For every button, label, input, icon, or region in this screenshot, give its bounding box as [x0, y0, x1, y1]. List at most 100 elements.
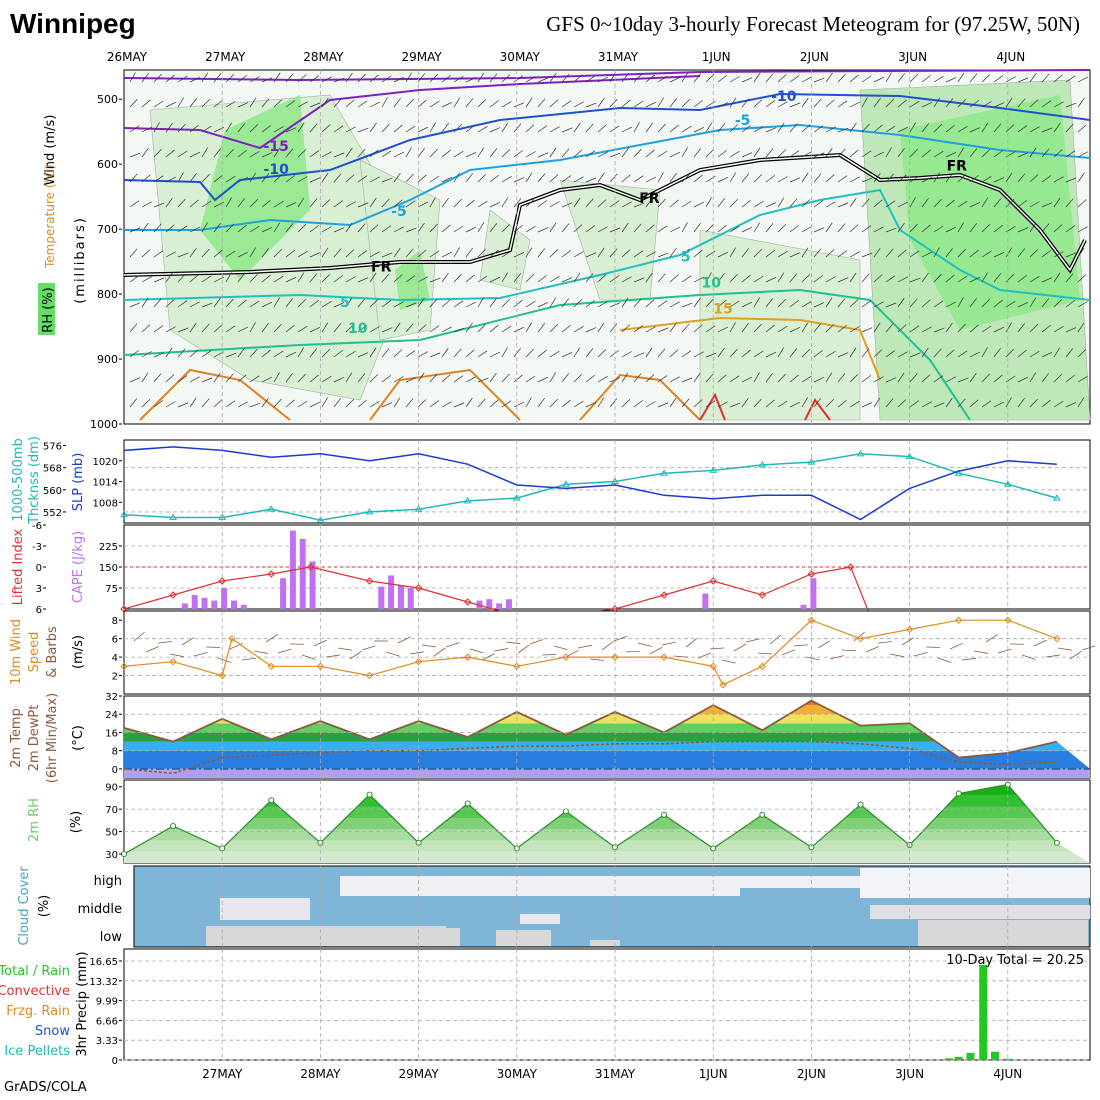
- wind-barb: [753, 126, 764, 133]
- wind10-unit: (m/s): [71, 635, 86, 669]
- wind-barb: [213, 73, 222, 83]
- cloud-block: [918, 920, 1088, 946]
- wind-barb: [189, 98, 198, 108]
- wind-barb: [405, 173, 414, 183]
- wind-barb: [1053, 197, 1061, 208]
- wind-barb: [837, 250, 848, 258]
- wind-barb: [501, 197, 509, 208]
- wind-barb: [897, 297, 905, 308]
- wind-barb: [885, 72, 892, 83]
- tick-label: 0: [112, 765, 118, 776]
- thickness-line: [123, 453, 1058, 521]
- wind-barb: [909, 148, 918, 158]
- tick-label: 900: [97, 353, 118, 366]
- tick-label: 24: [105, 710, 118, 721]
- wind-barb: [441, 272, 449, 283]
- wind-barb: [813, 125, 824, 133]
- wind10-marker: [905, 625, 914, 634]
- wind-barb: [357, 250, 368, 258]
- wind-barb: [777, 347, 784, 358]
- wind-barb: [609, 72, 616, 83]
- wind10-barb: [697, 652, 712, 659]
- wind-barb: [405, 227, 417, 233]
- wind-barb: [1041, 298, 1050, 308]
- cape-bar: [191, 595, 198, 609]
- thickness-marker: [856, 449, 865, 457]
- wind-barb: [633, 298, 642, 308]
- wind-barb: [501, 176, 512, 183]
- contour-label: -5: [735, 113, 751, 129]
- wind-barb: [273, 222, 281, 233]
- wind-barb: [681, 275, 692, 283]
- wind-barb: [813, 398, 822, 408]
- wind-barb: [321, 97, 329, 108]
- wind-barb: [885, 302, 897, 308]
- wind-barb: [885, 125, 896, 133]
- wind-barb: [657, 273, 666, 283]
- wind-barb: [717, 299, 727, 308]
- wind-barb: [1005, 76, 1016, 83]
- wind-barb: [909, 352, 921, 358]
- wind-barb: [921, 224, 931, 233]
- wind-barb: [141, 276, 152, 283]
- wind-barb: [633, 250, 644, 258]
- location-title: Winnipeg: [10, 8, 136, 39]
- thickness-marker: [1003, 480, 1012, 487]
- wind-barb: [429, 122, 436, 133]
- date-label-30MAY: 30MAY: [497, 1067, 538, 1081]
- wind-barb: [357, 352, 369, 358]
- wind10-marker: [660, 653, 668, 661]
- wind-barb: [885, 350, 896, 358]
- wind-barb: [249, 97, 257, 108]
- contour-label: 10: [348, 321, 368, 337]
- wind-barb: [717, 123, 726, 133]
- wind-barb: [153, 100, 164, 108]
- wind-barb: [177, 300, 188, 308]
- wind-barb: [825, 249, 835, 258]
- wind-barb: [573, 101, 584, 108]
- wind-barb: [297, 101, 308, 108]
- wind-barb: [285, 127, 297, 133]
- wind-barb: [597, 376, 608, 383]
- wind-barb: [249, 402, 261, 408]
- wind-barb: [1041, 127, 1053, 133]
- wind-barb: [837, 325, 847, 333]
- wind-barb: [297, 197, 305, 208]
- wind-barb: [585, 150, 596, 158]
- wind-barb: [945, 322, 953, 333]
- wind-barb: [957, 200, 968, 208]
- wind-barb: [621, 399, 631, 408]
- wind-barb: [705, 101, 716, 108]
- wind-barb: [825, 99, 835, 108]
- wind-barb: [873, 376, 884, 383]
- wind-barb: [837, 373, 846, 383]
- thickness-marker: [905, 452, 914, 460]
- wind-barb: [477, 173, 487, 183]
- wind-barb: [405, 350, 416, 358]
- wind-barb: [1005, 348, 1014, 358]
- wind-barb: [261, 125, 271, 133]
- wind10-barb: [445, 642, 460, 648]
- wind-barb: [513, 252, 525, 258]
- wind-barb: [873, 322, 881, 333]
- wind10-marker: [316, 662, 325, 671]
- wind-barb: [849, 401, 860, 408]
- wind-barb: [609, 323, 618, 333]
- wind-barb: [525, 199, 535, 208]
- wind-barb: [1029, 174, 1039, 183]
- wind-barb: [1017, 274, 1027, 283]
- wind-barb: [1017, 152, 1029, 158]
- wind-barb: [549, 276, 560, 283]
- wind-barb: [285, 399, 295, 408]
- wind-barb: [957, 323, 966, 333]
- wind-barb: [789, 252, 801, 258]
- wind-barb: [297, 149, 307, 158]
- precip-snow-label: Snow: [35, 1024, 70, 1039]
- wind-barb: [141, 324, 151, 333]
- rh-marker: [170, 822, 177, 829]
- wind-barb: [345, 249, 355, 258]
- wind-barb: [477, 222, 484, 233]
- wind-barb: [657, 150, 668, 158]
- tick-label: 600: [97, 158, 118, 171]
- wind-barb: [705, 272, 712, 283]
